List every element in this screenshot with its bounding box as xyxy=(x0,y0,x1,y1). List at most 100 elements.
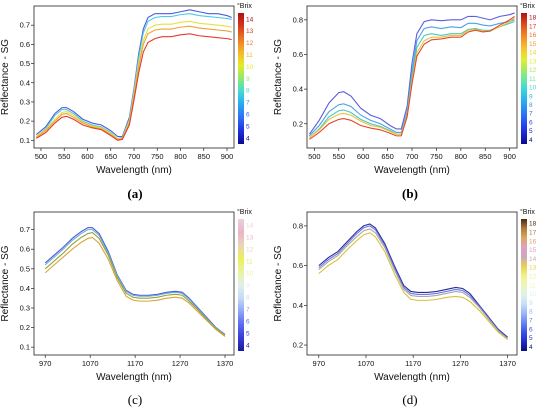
y-tick-label: 0.6 xyxy=(20,245,30,254)
colorbar-tick-label: 13 xyxy=(246,234,254,241)
colorbar-tick-label: 11 xyxy=(529,76,536,83)
chart-panel-4: 970 1070 1170 1270 1370 0.2 0.4 0.6 0.8 Wavelengt… xyxy=(273,208,537,407)
y-tick-label: 0.2 xyxy=(293,119,303,128)
colorbar-tick-label: 14 xyxy=(246,16,254,23)
x-tick-label: 1070 xyxy=(358,359,375,368)
series-line-3 xyxy=(318,228,508,340)
x-tick-label: 900 xyxy=(503,152,516,161)
series-line-1 xyxy=(308,12,515,135)
colorbar-tick-label: 8 xyxy=(246,88,250,95)
x-tick-label: 750 xyxy=(430,152,443,161)
colorbar-tick-label: 17 xyxy=(529,230,537,237)
colorbar-tick-label: 5 xyxy=(529,335,533,342)
x-tick-label: 1270 xyxy=(172,359,189,368)
y-axis-label: Reflectance - SG xyxy=(0,39,11,115)
x-axis-label: Wavelength (nm) xyxy=(374,372,450,383)
y-tick-label: 0.4 xyxy=(293,301,303,310)
y-tick-label: 0.6 xyxy=(293,50,303,59)
series-line-3 xyxy=(44,231,226,336)
y-tick-label: 0.5 xyxy=(20,264,30,273)
colorbar-tick-label: 7 xyxy=(529,318,533,325)
colorbar-tick-label: 7 xyxy=(529,111,533,118)
chart-panel-1: 500 550 600 650 700 750 800 850 900 0.1 0.2 0.3 0.4 0… xyxy=(0,2,254,201)
plot-frame xyxy=(33,211,235,356)
plot-frame xyxy=(306,211,518,356)
x-tick-label: 550 xyxy=(58,152,71,161)
x-tick-label: 650 xyxy=(104,152,117,161)
series-line-1 xyxy=(318,223,508,338)
x-tick-label: 800 xyxy=(455,152,468,161)
colorbar-tick-label: 4 xyxy=(246,135,250,142)
colorbar xyxy=(238,219,244,351)
x-tick-label: 800 xyxy=(174,152,187,161)
colorbar-tick-label: 4 xyxy=(529,137,533,144)
panel-label: (c) xyxy=(128,392,142,407)
x-tick-label: 1370 xyxy=(217,359,234,368)
colorbar xyxy=(521,219,527,351)
colorbar-tick-label: 16 xyxy=(529,32,537,39)
colorbar-tick-label: 6 xyxy=(246,112,250,119)
series-line-4 xyxy=(44,236,226,337)
chart-panel-2: 500 550 600 650 700 750 800 850 900 0.2 0.4 0.6 0.8 W… xyxy=(273,2,537,201)
colorbar-title: °Brix xyxy=(237,208,252,216)
x-tick-label: 1170 xyxy=(127,359,143,368)
y-tick-label: 0.8 xyxy=(293,221,303,230)
colorbar-tick-label: 18 xyxy=(529,15,537,22)
colorbar-tick-label: 10 xyxy=(246,270,254,277)
x-tick-label: 900 xyxy=(221,152,234,161)
x-tick-label: 700 xyxy=(406,152,419,161)
colorbar-tick-label: 7 xyxy=(246,100,250,107)
x-tick-label: 1070 xyxy=(82,359,99,368)
colorbar-tick-label: 15 xyxy=(529,247,537,254)
y-tick-label: 0.5 xyxy=(20,59,30,68)
x-tick-label: 700 xyxy=(128,152,141,161)
colorbar-tick-label: 17 xyxy=(529,23,537,30)
x-axis-label: Wavelength (nm) xyxy=(96,165,172,176)
y-tick-label: 0.4 xyxy=(20,284,30,293)
panel-label: (b) xyxy=(402,186,418,201)
x-axis-label: Wavelength (nm) xyxy=(96,372,172,383)
colorbar-tick-label: 14 xyxy=(529,256,537,263)
x-tick-label: 970 xyxy=(313,359,326,368)
colorbar-tick-label: 8 xyxy=(246,294,250,301)
series-line-2 xyxy=(309,19,515,137)
series-line-1 xyxy=(44,227,226,335)
colorbar-tick-label: 4 xyxy=(246,342,250,349)
y-tick-label: 0.2 xyxy=(293,341,303,350)
x-tick-label: 650 xyxy=(381,152,394,161)
series-line-3 xyxy=(309,21,515,139)
colorbar-tick-label: 12 xyxy=(246,40,254,47)
colorbar-tick-label: 10 xyxy=(529,85,537,92)
panel-label: (a) xyxy=(127,186,142,201)
x-tick-label: 970 xyxy=(39,359,52,368)
colorbar-tick-label: 14 xyxy=(529,50,537,57)
y-tick-label: 0.4 xyxy=(20,78,30,87)
x-tick-label: 1170 xyxy=(405,359,421,368)
series-line-2 xyxy=(44,229,226,336)
colorbar xyxy=(238,13,244,144)
colorbar-tick-label: 12 xyxy=(529,67,537,74)
colorbar-tick-label: 16 xyxy=(529,238,537,245)
y-tick-label: 0.7 xyxy=(20,225,30,234)
colorbar-tick-label: 9 xyxy=(529,300,533,307)
x-tick-label: 850 xyxy=(479,152,492,161)
colorbar-tick-label: 9 xyxy=(246,282,250,289)
series-line-4 xyxy=(318,232,508,340)
colorbar-title: °Brix xyxy=(520,2,535,10)
colorbar-tick-label: 13 xyxy=(246,28,254,35)
y-tick-label: 0.6 xyxy=(20,40,30,49)
panel-label: (d) xyxy=(402,392,417,407)
colorbar-tick-label: 8 xyxy=(529,309,533,316)
series-line-5 xyxy=(309,15,515,140)
y-axis-label: Reflectance - SG xyxy=(0,245,11,321)
colorbar-tick-label: 5 xyxy=(246,330,250,337)
colorbar-tick-label: 12 xyxy=(529,274,537,281)
colorbar-tick-label: 15 xyxy=(529,41,537,48)
y-axis-label: Reflectance - SG xyxy=(273,39,284,115)
y-tick-label: 0.4 xyxy=(293,85,303,94)
colorbar-tick-label: 11 xyxy=(529,282,536,289)
colorbar-tick-label: 8 xyxy=(529,102,533,109)
colorbar-tick-label: 13 xyxy=(529,265,537,272)
series-line-2 xyxy=(35,13,232,140)
